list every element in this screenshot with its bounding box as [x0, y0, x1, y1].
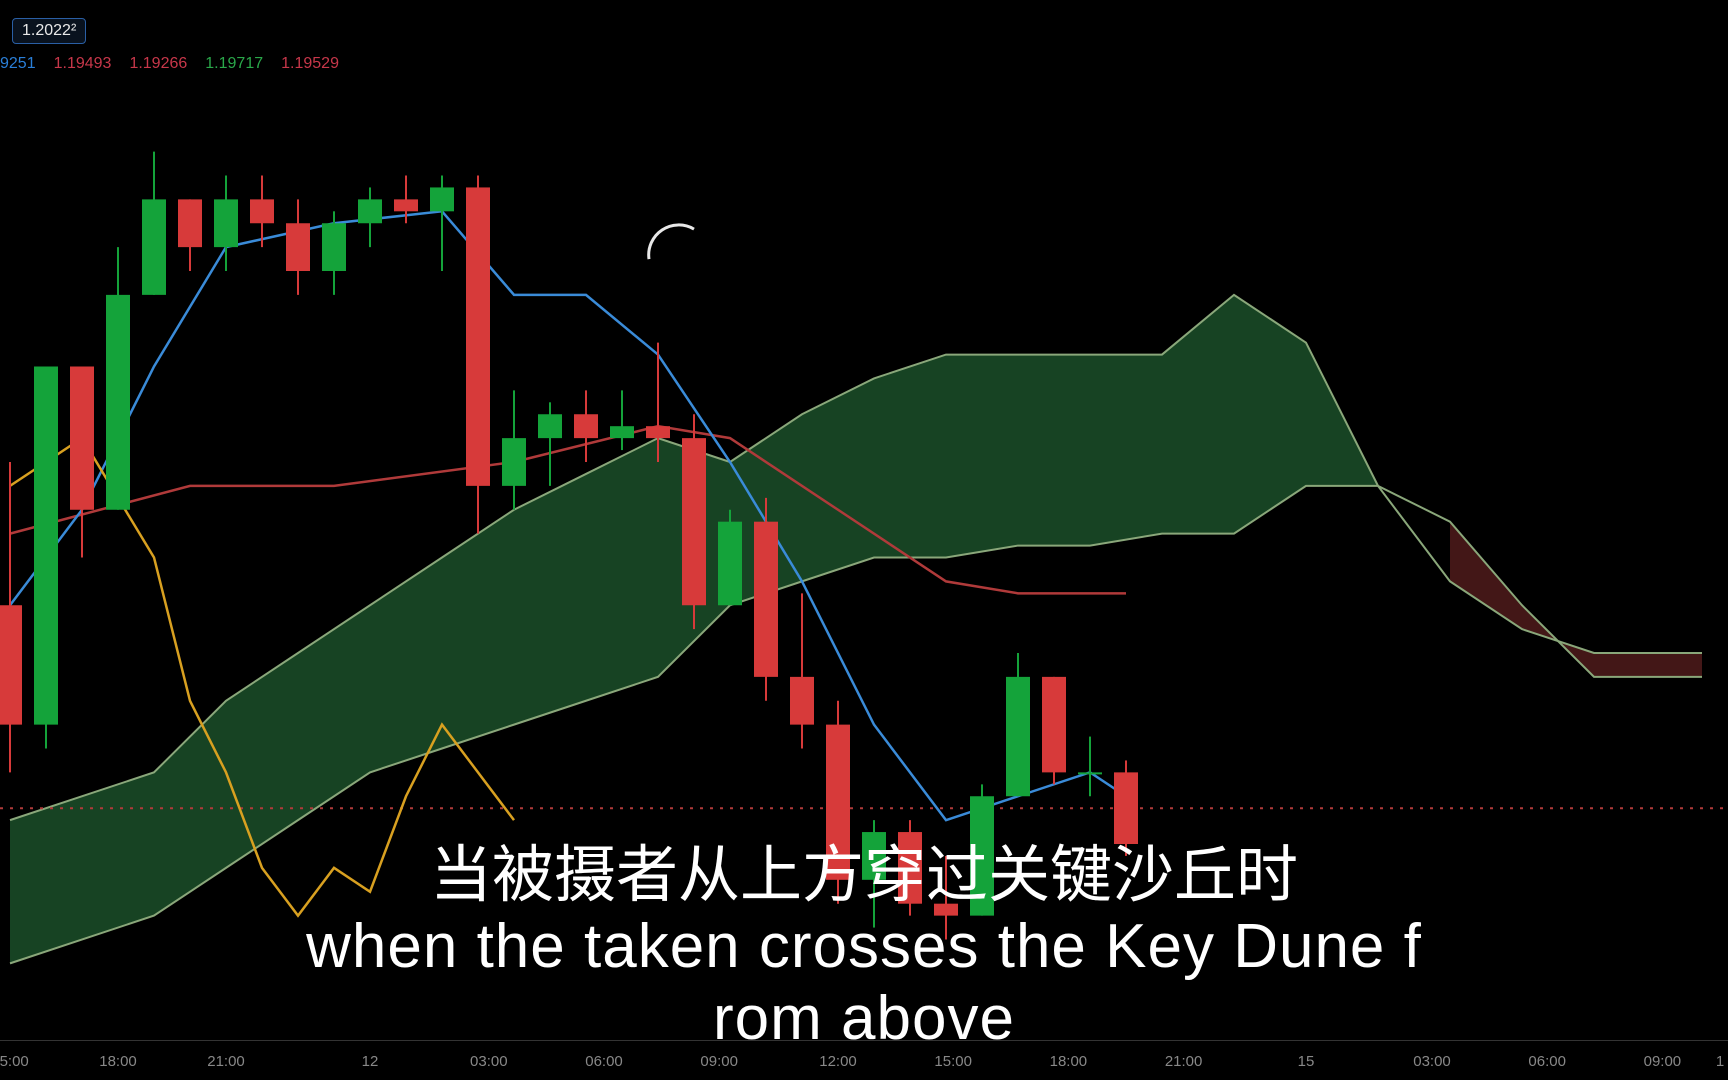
candle-body — [1042, 677, 1066, 773]
x-tick: 12:00 — [819, 1053, 857, 1070]
x-tick: 09:00 — [700, 1053, 738, 1070]
x-tick: 1 — [1716, 1053, 1724, 1070]
x-tick: 12 — [362, 1053, 379, 1070]
x-tick: 06:00 — [585, 1053, 623, 1070]
candle-body — [754, 522, 778, 677]
candle-body — [106, 295, 130, 510]
candle-body — [178, 199, 202, 247]
candle-body — [610, 426, 634, 438]
x-tick: 03:00 — [470, 1053, 508, 1070]
x-tick: 18:00 — [99, 1053, 137, 1070]
candle-body — [70, 367, 94, 510]
candle-body — [646, 426, 670, 438]
candle-body — [430, 187, 454, 211]
subtitle-line-1: 当被摄者从上方穿过关键沙丘时 — [0, 840, 1728, 911]
x-tick: 21:00 — [207, 1053, 245, 1070]
chart-root: 1.2022² 9251 1.19493 1.19266 1.19717 1.1… — [0, 0, 1728, 1080]
candle-body — [286, 223, 310, 271]
candle-body — [1114, 772, 1138, 844]
annotation-arc — [649, 225, 694, 259]
candle-body — [214, 199, 238, 247]
x-tick: 03:00 — [1413, 1053, 1451, 1070]
x-tick: 15 — [1298, 1053, 1315, 1070]
candle-body — [1006, 677, 1030, 796]
candle-body — [394, 199, 418, 211]
candle-body — [34, 367, 58, 725]
candle-body — [682, 438, 706, 605]
candle-body — [0, 605, 22, 724]
x-tick: 09:00 — [1644, 1053, 1682, 1070]
candle-body — [250, 199, 274, 223]
x-tick: 18:00 — [1050, 1053, 1088, 1070]
subtitle-overlay: 当被摄者从上方穿过关键沙丘时 when the taken crosses th… — [0, 840, 1728, 1054]
candle-body — [790, 677, 814, 725]
candle-body — [142, 199, 166, 295]
x-tick: 15:00 — [0, 1053, 29, 1070]
candle-body — [466, 187, 490, 485]
candle-body — [502, 438, 526, 486]
subtitle-line-2: when the taken crosses the Key Dune f — [0, 911, 1728, 982]
x-tick: 06:00 — [1528, 1053, 1566, 1070]
x-tick: 21:00 — [1165, 1053, 1203, 1070]
candle-body — [538, 414, 562, 438]
subtitle-line-3: rom above — [0, 983, 1728, 1054]
candle-body — [1078, 772, 1102, 774]
candle-body — [574, 414, 598, 438]
candle-body — [322, 223, 346, 271]
candle-body — [718, 522, 742, 606]
x-tick: 15:00 — [934, 1053, 972, 1070]
candle-body — [358, 199, 382, 223]
